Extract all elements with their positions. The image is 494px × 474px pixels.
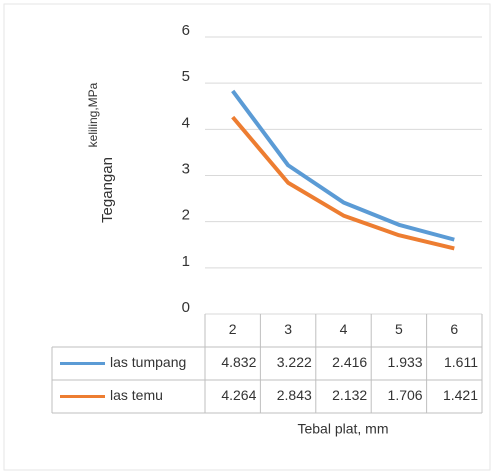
- series-line: [231, 89, 455, 242]
- y-tick-label: 0: [182, 299, 190, 316]
- table-value: 1.421: [443, 387, 478, 403]
- y-axis-title: Tegangan: [99, 157, 116, 223]
- table-value: 4.264: [221, 387, 256, 403]
- x-tick-label: 5: [395, 321, 403, 337]
- table-value: 1.706: [388, 387, 423, 403]
- x-tick-label: 3: [284, 321, 292, 337]
- x-tick-label: 4: [340, 321, 348, 337]
- table-value: 2.132: [332, 387, 367, 403]
- y-tick-label: 3: [182, 160, 190, 177]
- y-tick-label: 2: [182, 207, 190, 224]
- y-axis-subtitle: keliling,MPa: [86, 82, 100, 147]
- frame: [3, 3, 491, 471]
- series-line: [231, 115, 455, 251]
- y-tick-label: 5: [182, 68, 190, 85]
- table-value: 1.933: [388, 354, 423, 370]
- x-axis-title: Tebal plat, mm: [297, 421, 388, 437]
- table-value: 2.416: [332, 354, 367, 370]
- legend-label: las temu: [110, 387, 163, 403]
- y-tick-label: 4: [182, 114, 190, 131]
- y-tick-label: 1: [182, 253, 190, 270]
- table-value: 4.832: [221, 354, 256, 370]
- table-value: 1.611: [444, 354, 478, 370]
- legend-label: las tumpang: [110, 354, 186, 370]
- table-value: 3.222: [277, 354, 312, 370]
- x-tick-label: 6: [450, 321, 458, 337]
- table-value: 2.843: [277, 387, 312, 403]
- x-tick-label: 2: [229, 321, 237, 337]
- y-tick-label: 6: [182, 22, 190, 39]
